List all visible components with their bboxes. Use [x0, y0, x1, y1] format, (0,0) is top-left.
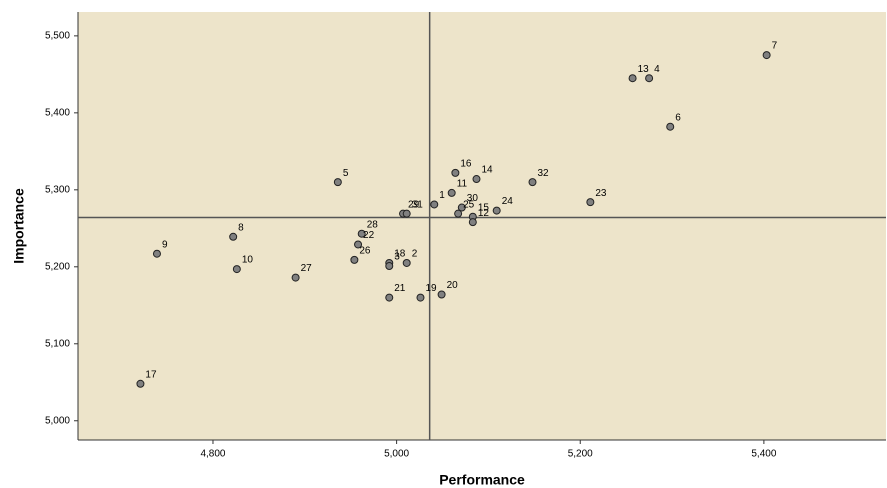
- point-label: 16: [460, 159, 472, 170]
- point: [451, 168, 460, 177]
- point: [232, 265, 241, 274]
- point: [762, 51, 771, 60]
- point: [402, 209, 411, 218]
- point: [291, 273, 300, 282]
- point: [628, 74, 637, 83]
- x-tick-label: 5,200: [568, 449, 593, 460]
- point-label: 2: [412, 249, 418, 260]
- point-label: 22: [363, 230, 375, 241]
- point-label: 32: [538, 168, 550, 179]
- point: [437, 290, 446, 299]
- point-label: 6: [675, 112, 681, 123]
- point-label: 9: [162, 239, 168, 250]
- x-axis-title: Performance: [439, 472, 525, 488]
- point: [357, 229, 366, 238]
- point-label: 12: [478, 208, 490, 219]
- point-label: 10: [242, 255, 254, 266]
- point-label: 30: [467, 193, 479, 204]
- point: [586, 198, 595, 207]
- plot-area: [78, 12, 886, 440]
- point: [354, 240, 363, 249]
- point-label: 11: [457, 179, 468, 190]
- point: [333, 178, 342, 187]
- point: [152, 249, 161, 258]
- point-label: 3: [394, 252, 400, 263]
- point-label: 20: [447, 280, 459, 291]
- point-label: 26: [359, 246, 371, 257]
- point: [645, 74, 654, 83]
- y-tick-label: 5,100: [45, 338, 70, 349]
- point-label: 17: [145, 369, 157, 380]
- point: [416, 293, 425, 302]
- point: [447, 188, 456, 197]
- point: [430, 200, 439, 209]
- y-tick-label: 5,500: [45, 31, 70, 42]
- point-label: 4: [654, 64, 660, 75]
- point: [472, 175, 481, 184]
- point-label: 21: [394, 283, 406, 294]
- point-label: 5: [343, 168, 349, 179]
- x-tick-label: 5,000: [384, 449, 409, 460]
- point-label: 28: [367, 219, 379, 230]
- point: [454, 209, 463, 218]
- point: [528, 178, 537, 187]
- point-label: 29: [408, 199, 420, 210]
- x-tick-label: 5,400: [751, 449, 776, 460]
- point: [492, 206, 501, 215]
- point: [350, 255, 359, 264]
- point-label: 24: [502, 196, 514, 207]
- point-label: 19: [425, 283, 437, 294]
- y-axis-title: Importance: [11, 188, 27, 264]
- point-label: 1: [439, 190, 445, 201]
- y-tick-label: 5,000: [45, 415, 70, 426]
- point-label: 8: [238, 222, 244, 233]
- point: [385, 262, 394, 271]
- point-label: 23: [595, 188, 607, 199]
- point-label: 27: [301, 263, 313, 274]
- point-label: 7: [772, 41, 778, 52]
- point-label: 25: [463, 199, 475, 210]
- point: [457, 203, 466, 212]
- point: [666, 122, 675, 131]
- point: [385, 293, 394, 302]
- point-label: 31: [412, 199, 424, 210]
- point: [468, 218, 477, 227]
- point-label: 18: [394, 249, 406, 260]
- point-label: 15: [478, 202, 490, 213]
- y-tick-label: 5,200: [45, 261, 70, 272]
- point: [136, 379, 145, 388]
- point: [402, 258, 411, 267]
- y-tick-label: 5,300: [45, 184, 70, 195]
- x-tick-label: 4,800: [200, 449, 225, 460]
- point-label: 13: [638, 64, 650, 75]
- point-label: 14: [481, 165, 493, 176]
- y-tick-label: 5,400: [45, 107, 70, 118]
- point: [229, 232, 238, 241]
